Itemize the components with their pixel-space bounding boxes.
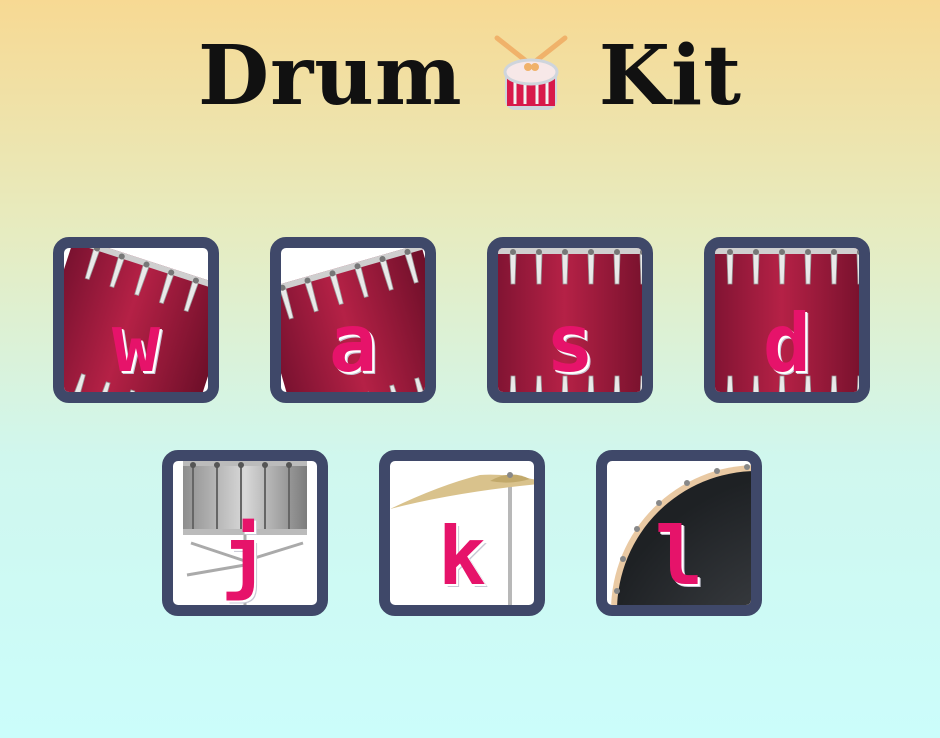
- key-a[interactable]: a: [270, 237, 436, 403]
- bass-drum-icon: [611, 464, 751, 605]
- page-title: Drum Kit: [0, 28, 940, 124]
- key-s[interactable]: s: [487, 237, 653, 403]
- key-d[interactable]: d: [704, 237, 870, 403]
- title-drum: Drum: [198, 28, 463, 124]
- key-l[interactable]: l: [596, 450, 762, 616]
- key-letter: a: [328, 297, 378, 390]
- cymbal-icon: [390, 472, 534, 605]
- snare-drum-icon: [183, 461, 307, 605]
- key-j[interactable]: j: [162, 450, 328, 616]
- key-letter: l: [654, 510, 704, 603]
- key-letter: w: [111, 297, 161, 390]
- key-k[interactable]: k: [379, 450, 545, 616]
- key-letter: d: [762, 297, 812, 390]
- key-w[interactable]: w: [53, 237, 219, 403]
- key-letter: s: [545, 297, 595, 390]
- title-kit: Kit: [598, 28, 742, 124]
- drum-icon: [494, 35, 568, 110]
- key-letter: j: [220, 510, 270, 603]
- key-letter: k: [437, 510, 487, 603]
